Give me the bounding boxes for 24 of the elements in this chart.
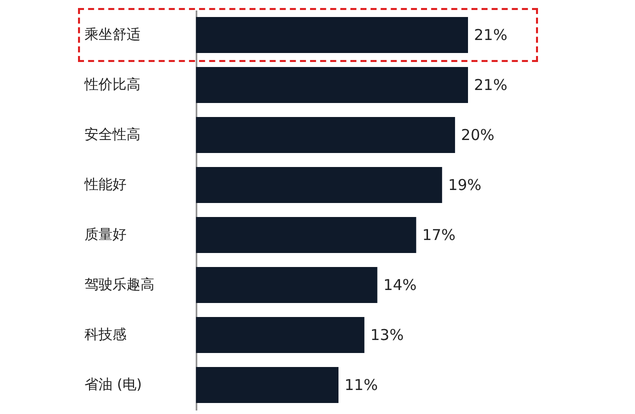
- y-tick-label: 乘坐舒适: [84, 27, 140, 43]
- data-label: 20%: [461, 126, 494, 144]
- y-tick-label: 省油 (电): [84, 377, 142, 393]
- y-tick-label: 驾驶乐趣高: [84, 277, 154, 293]
- data-label: 21%: [474, 76, 508, 94]
- data-label: 14%: [383, 276, 417, 294]
- data-label: 19%: [448, 176, 482, 194]
- y-tick-label: 质量好: [84, 227, 126, 243]
- data-label: 21%: [474, 26, 508, 44]
- bar: [196, 217, 416, 253]
- y-tick-label: 科技感: [84, 327, 126, 343]
- data-label: 11%: [344, 376, 378, 394]
- bar: [196, 367, 338, 403]
- bar: [196, 317, 364, 353]
- bar: [196, 267, 378, 303]
- data-label: 13%: [370, 326, 404, 344]
- bar: [196, 67, 468, 103]
- bar: [196, 17, 468, 53]
- y-tick-label: 安全性高: [84, 127, 140, 143]
- bar: [196, 167, 442, 203]
- y-tick-label: 性能好: [84, 177, 126, 193]
- bar: [196, 117, 456, 153]
- data-label: 17%: [422, 226, 456, 244]
- y-tick-label: 性价比高: [84, 77, 140, 93]
